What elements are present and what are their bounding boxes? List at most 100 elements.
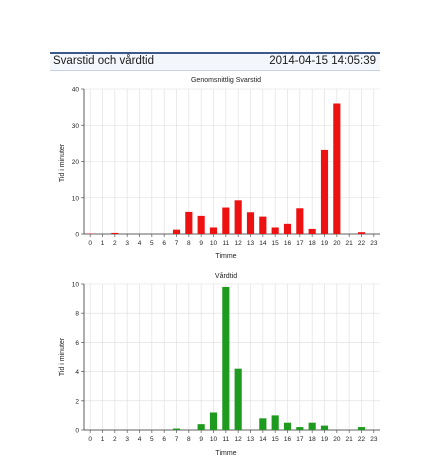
x-tick-label: 16 (284, 240, 292, 247)
x-tick-label: 14 (259, 240, 267, 247)
x-tick-label: 16 (284, 436, 292, 443)
y-tick-label: 4 (75, 369, 79, 376)
x-tick-label: 15 (272, 240, 280, 247)
x-tick-label: 5 (150, 436, 154, 443)
bar (283, 223, 292, 234)
x-tick-label: 13 (247, 436, 255, 443)
x-tick-label: 4 (138, 240, 142, 247)
x-tick-label: 9 (199, 240, 203, 247)
bar (333, 103, 341, 234)
x-tick-label: 0 (88, 240, 92, 247)
x-tick-label: 21 (346, 240, 354, 247)
x-tick-label: 23 (370, 436, 378, 443)
x-tick-label: 8 (187, 240, 191, 247)
bar (197, 424, 205, 430)
x-tick-label: 3 (125, 436, 129, 443)
x-tick-label: 6 (162, 240, 166, 247)
y-tick-label: 0 (75, 232, 79, 239)
x-tick-label: 3 (125, 240, 129, 247)
x-tick-label: 15 (272, 436, 280, 443)
bar (308, 228, 316, 234)
bar (283, 422, 292, 430)
bar (357, 427, 366, 430)
x-axis-label: Timme (215, 450, 236, 457)
y-tick-label: 10 (72, 282, 80, 289)
x-tick-label: 17 (296, 436, 304, 443)
x-tick-label: 6 (162, 436, 166, 443)
y-tick-label: 10 (72, 195, 80, 202)
bar (185, 211, 193, 234)
y-tick-label: 40 (72, 87, 80, 94)
y-axis-label: Tid i minuter (59, 337, 66, 376)
bar (172, 229, 181, 234)
chart-title: Vårdtid (215, 272, 237, 280)
bar (259, 418, 267, 430)
x-tick-label: 4 (138, 436, 142, 443)
bar (197, 215, 205, 234)
x-tick-label: 22 (358, 240, 366, 247)
bar (209, 412, 218, 430)
x-tick-label: 18 (309, 436, 317, 443)
x-tick-label: 18 (309, 240, 317, 247)
x-tick-label: 5 (150, 240, 154, 247)
x-tick-label: 0 (88, 436, 92, 443)
x-tick-label: 1 (101, 240, 105, 247)
x-tick-label: 21 (346, 436, 354, 443)
x-tick-label: 22 (358, 436, 366, 443)
bar (296, 427, 304, 430)
y-tick-label: 0 (75, 428, 79, 435)
x-tick-label: 11 (222, 436, 229, 443)
bar (246, 212, 255, 234)
x-tick-label: 17 (296, 240, 304, 247)
bar (259, 216, 267, 234)
report-header: Svarstid och vårdtid 2014-04-15 14:05:39 (50, 52, 380, 71)
x-tick-label: 13 (247, 240, 255, 247)
x-tick-label: 2 (113, 240, 117, 247)
bar (320, 149, 329, 234)
x-tick-label: 8 (187, 436, 191, 443)
y-tick-label: 2 (75, 398, 79, 405)
x-tick-label: 23 (370, 240, 378, 247)
x-tick-label: 7 (175, 240, 179, 247)
chart-title: Genomsnittlig Svarstid (191, 77, 261, 84)
report-title: Svarstid och vårdtid (53, 55, 154, 67)
x-tick-label: 12 (235, 436, 243, 443)
bar (222, 286, 230, 430)
report-timestamp: 2014-04-15 14:05:39 (269, 55, 376, 67)
bar (308, 422, 316, 430)
x-tick-label: 12 (235, 240, 243, 247)
x-tick-label: 9 (199, 436, 203, 443)
bar (296, 208, 304, 234)
bar (357, 232, 366, 234)
y-tick-label: 8 (75, 311, 79, 318)
y-axis-label: Tid i minuter (59, 143, 66, 182)
x-tick-label: 10 (210, 436, 218, 443)
x-tick-label: 20 (333, 240, 341, 247)
y-tick-label: 30 (72, 123, 80, 130)
y-tick-label: 20 (72, 159, 80, 166)
bar (172, 428, 181, 430)
x-axis-label: Timme (215, 253, 236, 260)
bar (320, 425, 329, 430)
bar (234, 200, 242, 234)
bar (222, 207, 230, 234)
x-tick-label: 2 (113, 436, 117, 443)
bar (111, 232, 119, 234)
x-tick-label: 7 (175, 436, 179, 443)
bar (234, 368, 242, 430)
x-tick-label: 19 (321, 436, 329, 443)
y-tick-label: 6 (75, 340, 79, 347)
x-tick-label: 11 (222, 240, 229, 247)
bar (209, 227, 218, 234)
x-tick-label: 19 (321, 240, 329, 247)
bar (271, 227, 279, 234)
x-tick-label: 20 (333, 436, 341, 443)
x-tick-label: 14 (259, 436, 267, 443)
bar (271, 415, 279, 430)
x-tick-label: 10 (210, 240, 218, 247)
x-tick-label: 1 (101, 436, 105, 443)
